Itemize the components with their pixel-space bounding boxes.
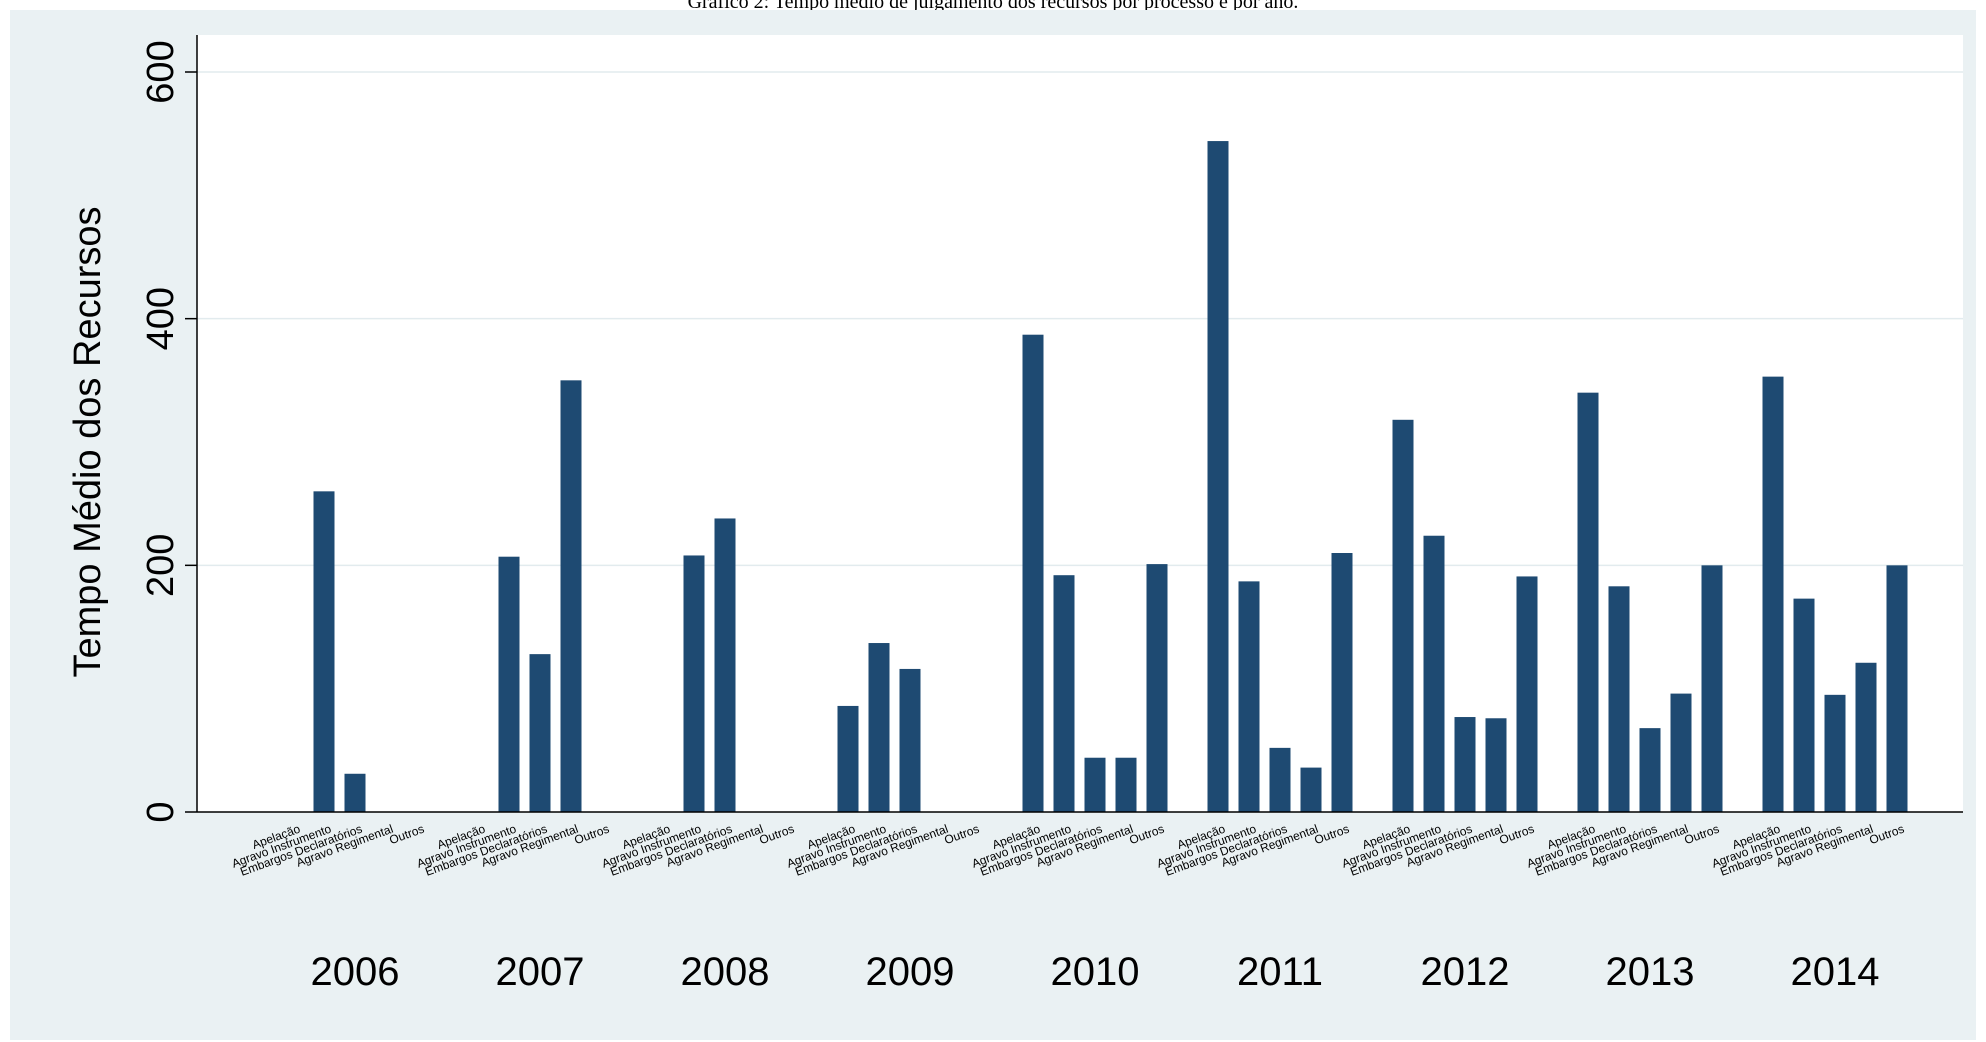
x-category-label: Outros bbox=[1127, 822, 1166, 847]
bar bbox=[1793, 598, 1815, 812]
bar bbox=[1238, 581, 1260, 812]
x-category-label: Outros bbox=[1497, 822, 1536, 847]
year-label: 2006 bbox=[311, 950, 400, 994]
bar bbox=[868, 643, 890, 812]
year-label: 2007 bbox=[496, 950, 585, 994]
bar bbox=[1115, 757, 1137, 812]
plot-area bbox=[197, 35, 1963, 812]
bar bbox=[1516, 576, 1538, 812]
bar bbox=[1053, 575, 1075, 812]
year-label: 2012 bbox=[1421, 950, 1510, 994]
year-labels: 2006 2007 2008 2009 2010 2011 2012 2013 2014 bbox=[311, 950, 1880, 994]
bar bbox=[1639, 728, 1661, 812]
bar bbox=[1269, 747, 1291, 812]
x-category-label: Outros bbox=[1682, 822, 1721, 847]
bar bbox=[1762, 376, 1784, 812]
bar bbox=[1146, 564, 1168, 812]
bar bbox=[1022, 334, 1044, 812]
bar bbox=[1300, 767, 1322, 812]
bar bbox=[1084, 757, 1106, 812]
bar bbox=[529, 654, 551, 812]
x-category-label: Outros bbox=[1312, 822, 1351, 847]
y-axis-label: Tempo Médio dos Recursos bbox=[67, 207, 109, 678]
bar bbox=[498, 556, 520, 812]
year-label: 2010 bbox=[1051, 950, 1140, 994]
bar bbox=[313, 491, 335, 812]
bar bbox=[1824, 694, 1846, 812]
year-label: 2008 bbox=[681, 950, 770, 994]
y-tick-label: 600 bbox=[140, 40, 182, 103]
x-category-label: Outros bbox=[942, 822, 981, 847]
bar bbox=[1608, 586, 1630, 812]
bar bbox=[1485, 718, 1507, 812]
bar bbox=[1392, 419, 1414, 812]
bar bbox=[899, 668, 921, 812]
y-tick-label: 200 bbox=[140, 534, 182, 597]
year-label: 2014 bbox=[1791, 950, 1880, 994]
year-label: 2009 bbox=[866, 950, 955, 994]
bar bbox=[1423, 535, 1445, 812]
x-category-label: Outros bbox=[572, 822, 611, 847]
bar bbox=[1207, 141, 1229, 813]
bar bbox=[1331, 553, 1353, 812]
bar bbox=[560, 380, 582, 812]
y-tick-label: 400 bbox=[140, 287, 182, 350]
bar bbox=[1454, 717, 1476, 812]
y-ticks: 0 200 400 600 bbox=[140, 40, 197, 823]
figure-caption: Gráfico 2: Tempo médio de julgamento dos… bbox=[687, 0, 1299, 13]
x-category-label: Outros bbox=[1867, 822, 1906, 847]
chart-panel: 0 200 400 600 Apelação Agravo Instrumento Emb… bbox=[10, 10, 1976, 1040]
year-label: 2011 bbox=[1237, 950, 1323, 994]
gridlines bbox=[197, 71, 1963, 567]
bar bbox=[1886, 565, 1908, 812]
x-category-label: Outros bbox=[387, 822, 426, 847]
year-label: 2013 bbox=[1606, 950, 1695, 994]
bars bbox=[313, 141, 1908, 813]
bar bbox=[1670, 693, 1692, 812]
bar bbox=[683, 555, 705, 812]
bar bbox=[837, 705, 859, 812]
y-tick-label: 0 bbox=[140, 801, 182, 822]
bar bbox=[344, 773, 366, 812]
bar bbox=[714, 518, 736, 812]
x-category-label: Outros bbox=[757, 822, 796, 847]
bar bbox=[1701, 565, 1723, 812]
bar bbox=[1577, 392, 1599, 812]
bar bbox=[1855, 662, 1877, 812]
